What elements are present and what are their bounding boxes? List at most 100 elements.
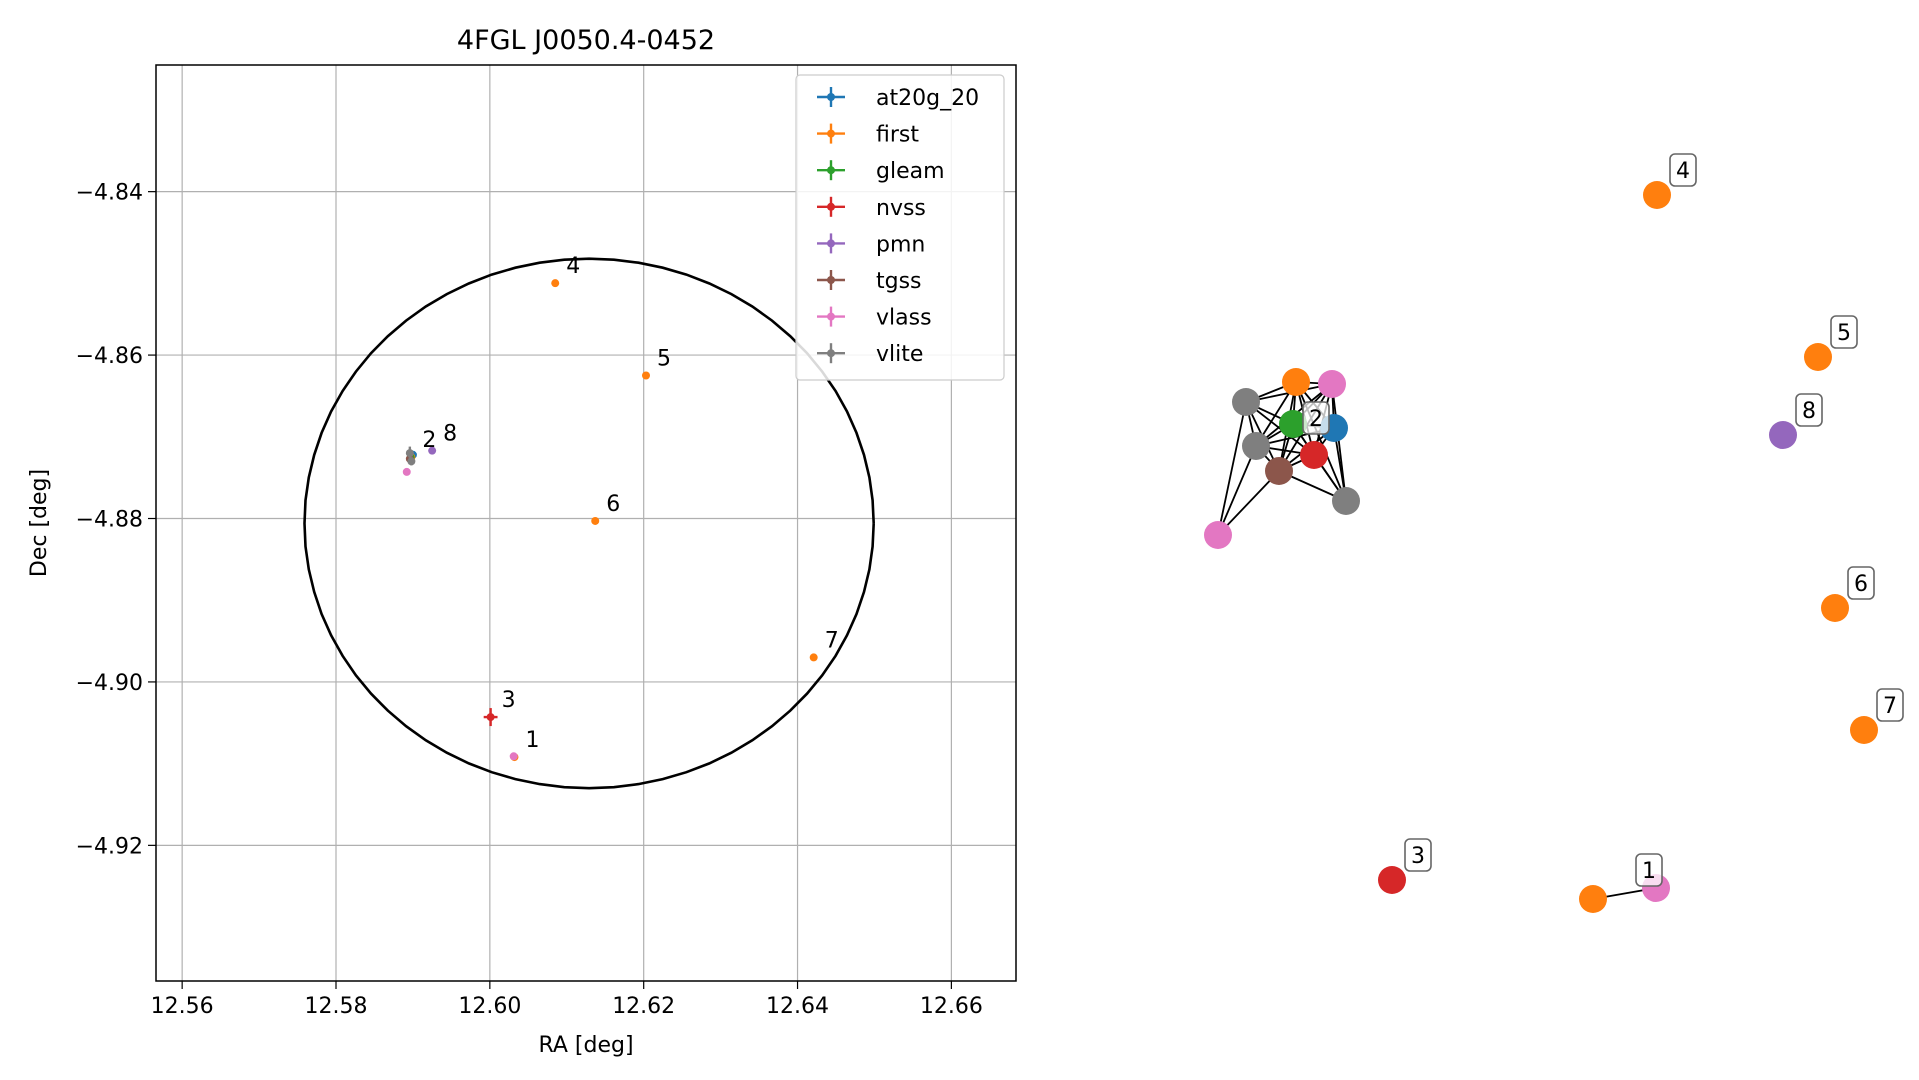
node-label-text: 4 [1676, 159, 1690, 184]
legend-entry: first [817, 123, 919, 148]
ellipse-layer [303, 257, 875, 790]
legend-label: nvss [876, 196, 926, 221]
node-label-text: 3 [1411, 844, 1425, 869]
point-annotations: 1 2 3 4 5 6 7 8 [422, 254, 838, 753]
x-axis-label: RA [deg] [538, 1033, 633, 1058]
node-label-text: 8 [1802, 399, 1816, 424]
point-first [809, 653, 818, 662]
legend-label: at20g_20 [876, 86, 979, 111]
legend-swatch-marker [827, 166, 835, 175]
data-points [402, 279, 818, 762]
legend-entry: nvss [817, 196, 926, 221]
legend-label: pmn [876, 232, 925, 257]
y-axis-label: Dec [deg] [27, 469, 52, 577]
graph-node-label: 6 [1847, 566, 1875, 600]
y-tick-label: −4.86 [76, 344, 143, 369]
point-first [591, 516, 600, 525]
graph-edge [1217, 445, 1257, 536]
point-label: 2 [422, 428, 436, 453]
node-label-box [1635, 853, 1663, 887]
node-label-box [1830, 315, 1858, 349]
graph-node-label: 3 [1404, 838, 1432, 872]
node-label-box [1302, 401, 1330, 435]
chart-title: 4FGL J0050.4-0452 [457, 25, 715, 56]
legend-entry: pmn [817, 232, 925, 257]
graph-node [1300, 441, 1328, 469]
graph-node [1279, 410, 1307, 438]
legend-swatch-marker [827, 312, 835, 321]
graph-node [1643, 181, 1671, 209]
graph-node [1242, 432, 1270, 460]
graph-node [1769, 421, 1797, 449]
y-tick-label: −4.90 [76, 671, 143, 696]
point-label: 3 [502, 688, 516, 713]
point-label: 8 [443, 422, 457, 447]
legend-entry: at20g_20 [817, 86, 979, 111]
graph-node [1204, 521, 1232, 549]
x-tick-label: 12.62 [612, 994, 675, 1019]
legend-box [795, 74, 1005, 381]
point-label: 4 [566, 254, 580, 279]
graph-node-label: 1 [1635, 853, 1663, 887]
graph-edge [1295, 381, 1347, 502]
graph-edge [1217, 470, 1280, 536]
graph-node [1265, 457, 1293, 485]
graph-node [1318, 370, 1346, 398]
graph-node-label: 5 [1830, 315, 1858, 349]
node-label-box [1669, 153, 1697, 187]
legend-label: tgss [876, 269, 922, 294]
graph-edge [1217, 401, 1247, 536]
y-tick-label: −4.84 [76, 181, 143, 206]
point-label: 6 [606, 492, 620, 517]
graph-node-label: 4 [1669, 153, 1697, 187]
node-label-box [1847, 566, 1875, 600]
legend-label: vlite [876, 342, 923, 367]
node-label-box [1795, 393, 1823, 427]
x-tick-label: 12.56 [151, 994, 214, 1019]
graph-node [1378, 866, 1406, 894]
point-label: 7 [825, 628, 839, 653]
graph-node-label: 2 [1302, 401, 1330, 435]
x-tick-label: 12.66 [920, 994, 983, 1019]
legend-label: gleam [876, 159, 945, 184]
legend-entry: gleam [817, 159, 945, 184]
legend-entry: tgss [817, 269, 922, 294]
legend-entry: vlite [817, 342, 923, 367]
legend-swatch-marker [827, 276, 835, 284]
point-first [551, 279, 560, 288]
node-label-text: 7 [1883, 694, 1897, 719]
graph-node [1579, 885, 1607, 913]
legend-swatch-marker [827, 239, 835, 248]
legend-swatch-marker [827, 202, 835, 211]
legend-swatch-marker [827, 129, 835, 138]
node-label-text: 2 [1309, 407, 1323, 432]
graph-nodes [1204, 181, 1878, 913]
point-nvss [486, 713, 495, 722]
point-vlass [402, 467, 411, 476]
y-tick-label: −4.88 [76, 508, 143, 533]
graph-node [1282, 368, 1310, 396]
graph-node [1804, 343, 1832, 371]
plot-frame [155, 64, 1017, 982]
point-pmn [428, 446, 437, 455]
point-vlass [509, 752, 518, 761]
point-vlite [407, 457, 416, 466]
point-first [642, 371, 650, 380]
node-label-box [1876, 688, 1904, 722]
x-tick-label: 12.64 [766, 994, 829, 1019]
node-label-text: 1 [1642, 859, 1656, 884]
graph-node [1850, 716, 1878, 744]
graph-node [1821, 594, 1849, 622]
x-tick-label: 12.60 [458, 994, 521, 1019]
legend-label: vlass [876, 306, 932, 331]
legend-swatch-marker [827, 93, 835, 101]
legend-swatch-marker [827, 349, 835, 358]
y-axis-ticks: −4.84 −4.86 −4.88 −4.90 −4.92 [76, 181, 156, 859]
graph-node [1332, 487, 1360, 515]
graph-node-label: 8 [1795, 393, 1823, 427]
x-tick-label: 12.58 [305, 994, 368, 1019]
node-label-box [1404, 838, 1432, 872]
